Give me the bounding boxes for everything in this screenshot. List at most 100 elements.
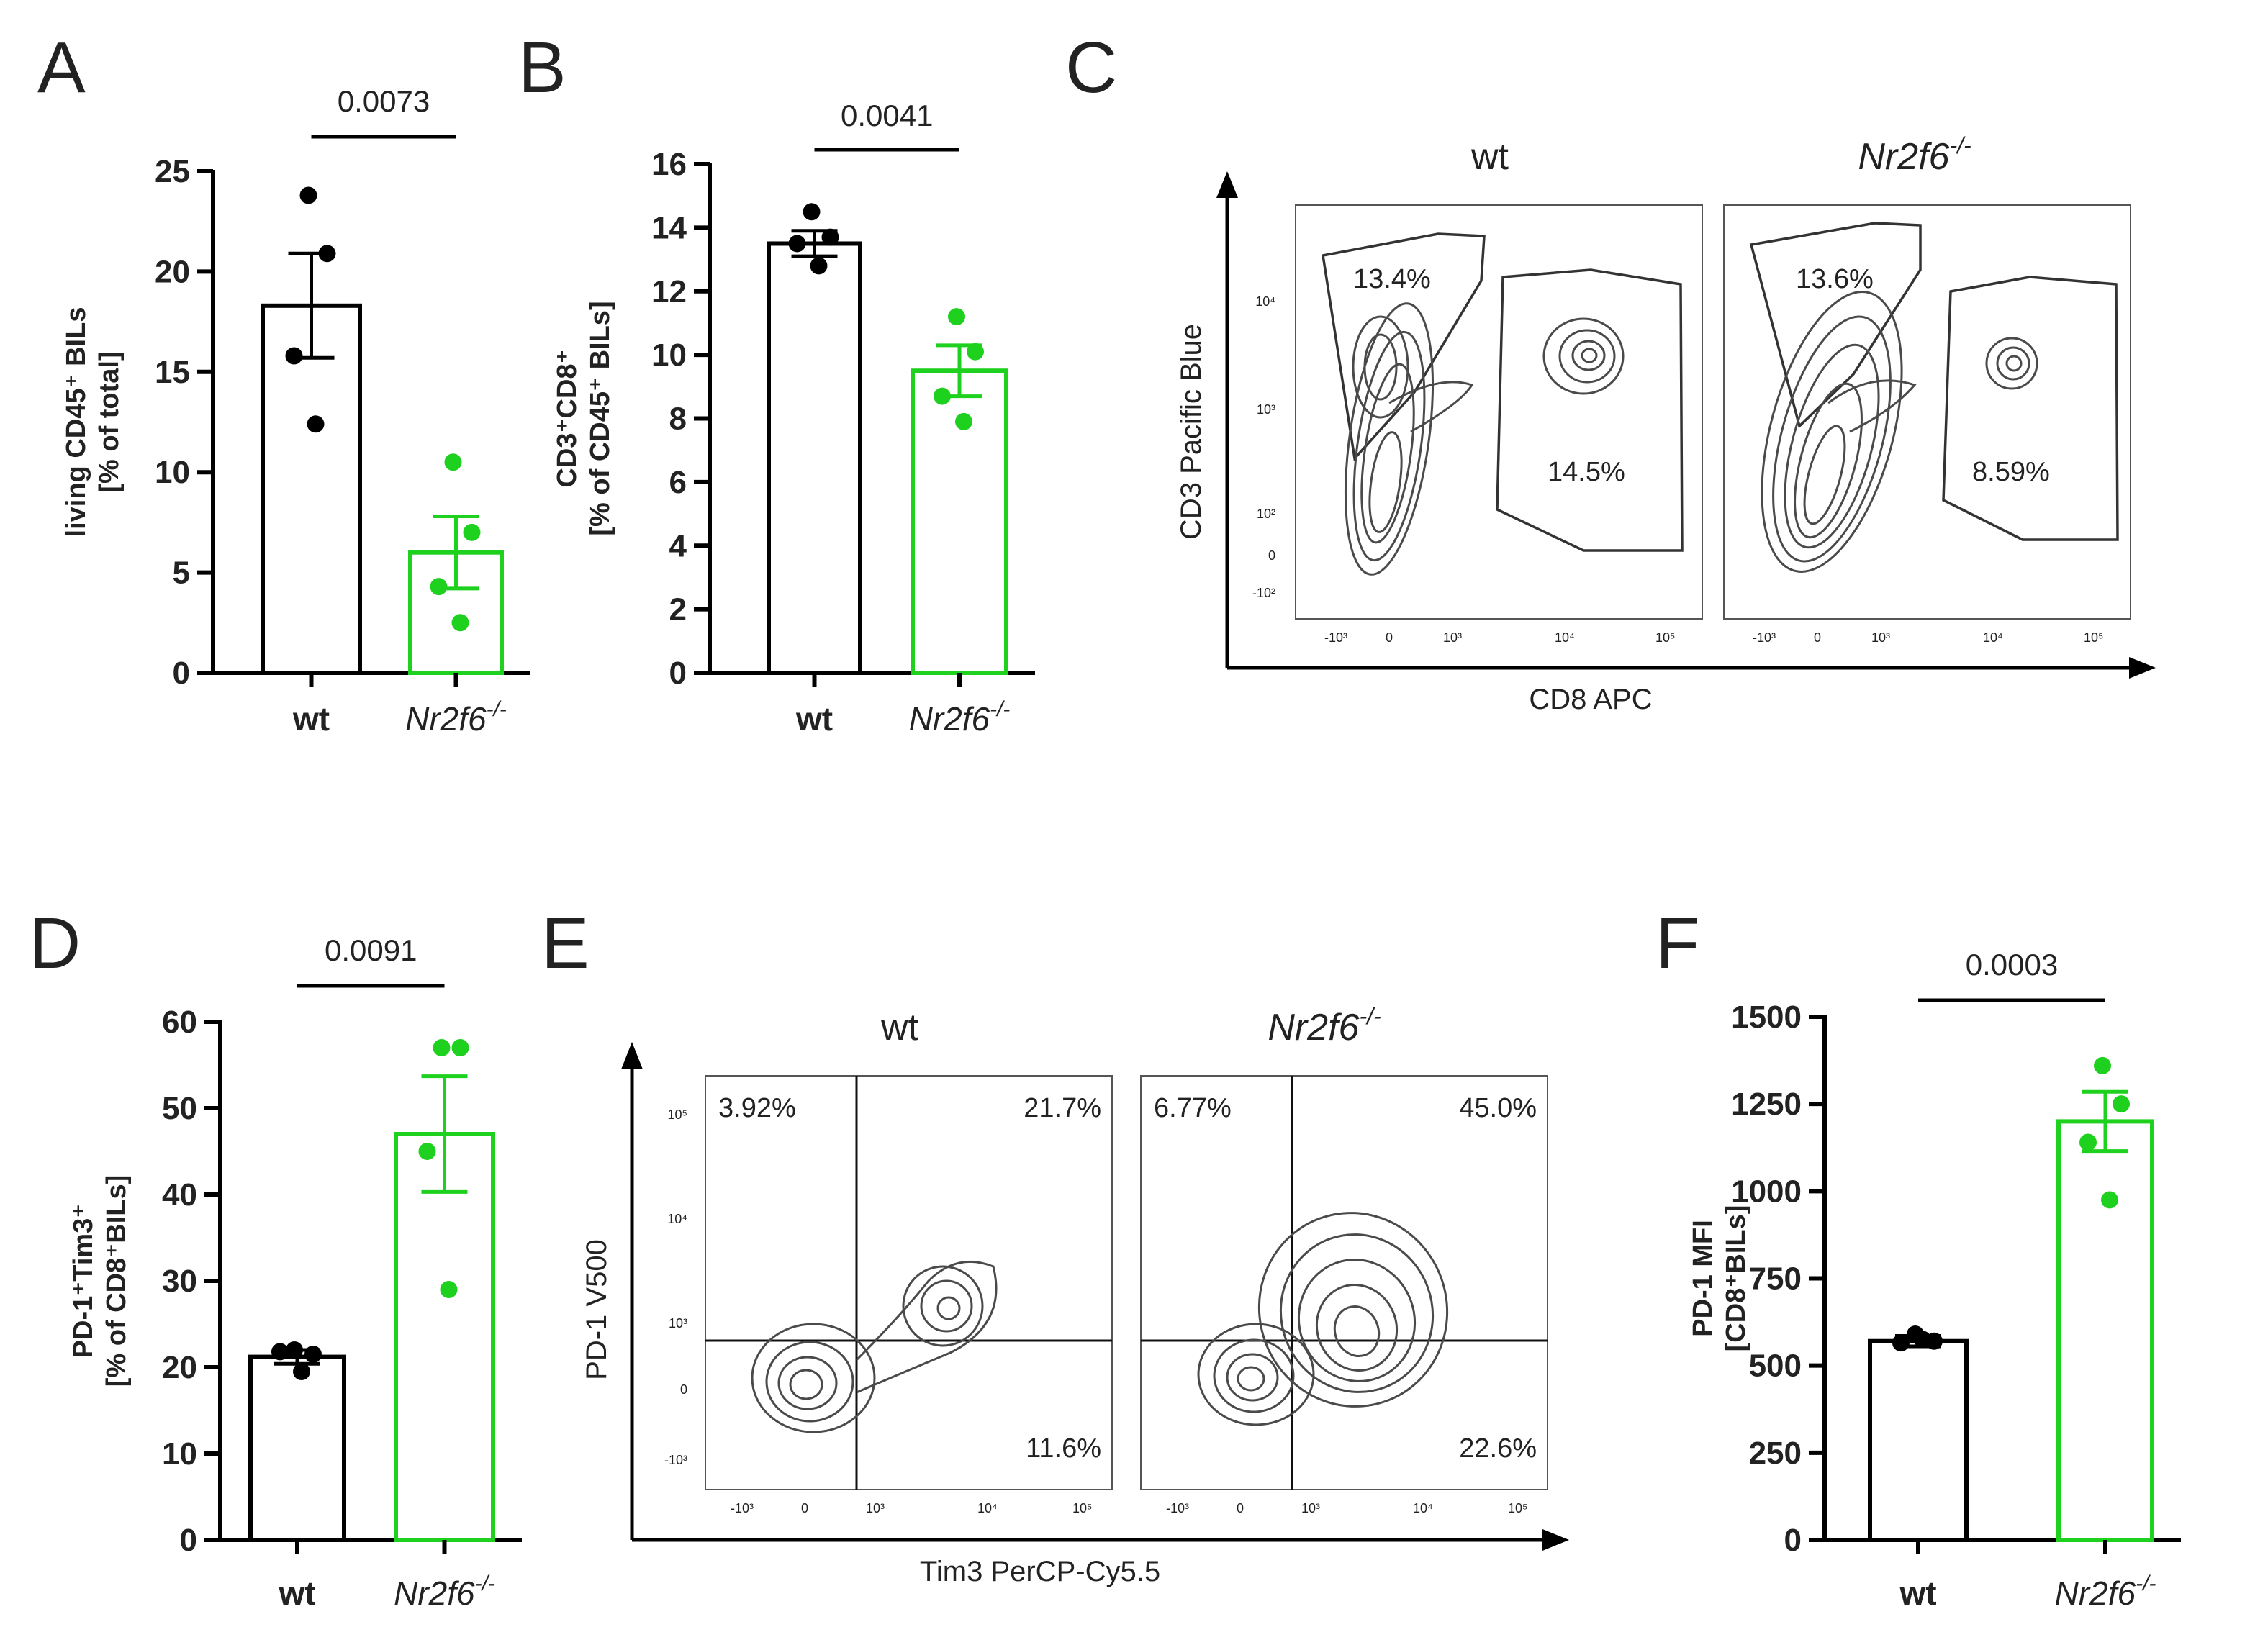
pvalue-label: 0.0073 [338, 84, 430, 118]
bar-ko [2056, 1119, 2154, 1542]
y-axis-label: [% of CD45⁺ BILs] [585, 301, 615, 535]
flow-c-plot-ko [1723, 204, 2131, 620]
category-label-ko-name: Nr2f6 [394, 1574, 475, 1612]
pvalue-label: 0.0091 [325, 933, 417, 967]
flow-c-pct-cd3-ko: 13.6% [1796, 264, 1874, 294]
category-label-ko: Nr2f6-/- [2055, 1572, 2156, 1612]
category-label-wt: wt [1899, 1574, 1936, 1612]
flow-e-y-arrowhead [621, 1042, 643, 1069]
bar-wt [767, 241, 862, 675]
data-point [451, 614, 469, 632]
flow-c-ytick: 10⁴ [1255, 294, 1275, 309]
flow-e-x-ticks-wt: -10³ 0 10³ 10⁴ 10⁵ [731, 1501, 1092, 1515]
flow-c-title-wt: wt [1470, 136, 1509, 178]
category-label-ko-name: Nr2f6 [405, 700, 487, 738]
flow-panel-c: CD8 APC CD3 Pacific Blue wt Nr2f6-/- 10⁴… [1175, 132, 2156, 715]
y-tick-label: 16 [651, 147, 687, 182]
flow-e-y-ticks: 10⁵ 10⁴ 10³ 0 -10³ [664, 1107, 687, 1467]
category-label-ko: Nr2f6-/- [394, 1572, 495, 1612]
flow-e-ylabel: PD-1 V500 [581, 1239, 613, 1380]
flow-c-title-ko-name: Nr2f6 [1858, 136, 1949, 178]
y-tick-label: 15 [155, 355, 190, 390]
data-point [463, 523, 481, 541]
flow-c-xtick: 0 [1814, 630, 1821, 645]
flow-e-xtick: 10⁵ [1072, 1501, 1092, 1515]
flow-e-pct-lr-wt: 11.6% [1026, 1433, 1101, 1464]
flow-e-x-arrowhead [1542, 1529, 1569, 1551]
y-axis-label: PD-1 MFI [1688, 1220, 1718, 1337]
flow-e-xtick: 0 [1237, 1501, 1244, 1515]
flow-e-xtick: 10³ [866, 1501, 885, 1515]
data-point [2094, 1056, 2111, 1074]
flow-c-contours-ko [1761, 291, 2038, 573]
flow-c-ylabel: CD3 Pacific Blue [1175, 324, 1207, 540]
data-point [788, 235, 806, 253]
y-tick-label: 40 [162, 1177, 197, 1213]
flow-e-title-wt: wt [880, 1007, 919, 1048]
data-point [418, 1143, 436, 1160]
y-axis-label: [% of total] [94, 351, 125, 492]
flow-c-xtick: -10³ [1753, 630, 1776, 645]
flow-c-gate-cd3-wt [1322, 232, 1486, 461]
data-point [803, 203, 821, 221]
y-tick-label: 25 [155, 154, 190, 189]
flow-e-xtick: 10⁵ [1508, 1501, 1527, 1515]
y-tick-label: 250 [1749, 1436, 1802, 1471]
data-point [299, 186, 317, 204]
pvalue-label: 0.0041 [841, 99, 933, 132]
y-tick-label: 0 [1784, 1523, 1802, 1558]
flow-e-ytick: 10³ [669, 1316, 687, 1331]
flow-c-x-ticks-wt: -10³ 0 10³ 10⁴ 10⁵ [1324, 630, 1675, 645]
flow-c-xtick: -10³ [1324, 630, 1347, 645]
y-tick-label: 4 [669, 528, 687, 563]
panel-letter-e: E [541, 903, 589, 984]
flow-e-ytick: 10⁴ [667, 1212, 687, 1226]
flow-c-contours-wt [1344, 302, 1625, 576]
category-label-ko-name: Nr2f6 [909, 700, 990, 738]
y-tick-label: 12 [651, 274, 687, 309]
data-point [2079, 1133, 2097, 1151]
y-tick-label: 10 [651, 337, 687, 373]
flow-c-gate-cd8-wt [1496, 268, 1684, 552]
flow-e-xtick: -10³ [1166, 1501, 1189, 1515]
panel-letter-d: D [29, 903, 81, 984]
flow-c-xtick: 10⁵ [1655, 630, 1675, 645]
y-tick-label: 10 [162, 1436, 197, 1472]
flow-c-pct-cd8-wt: 14.5% [1548, 457, 1625, 487]
flow-e-ytick: -10³ [664, 1453, 687, 1467]
flow-c-ytick: 0 [1268, 548, 1275, 563]
category-label-wt: wt [278, 1574, 315, 1612]
category-label-wt: wt [292, 700, 330, 738]
category-label-ko-name: Nr2f6 [2055, 1574, 2136, 1612]
flow-c-y-ticks: 10⁴ 10³ 10² 0 -10² [1252, 294, 1275, 600]
y-tick-label: 30 [162, 1264, 197, 1299]
flow-c-xtick: 10⁵ [2084, 630, 2103, 645]
y-axis-label: [CD8⁺BILs] [1721, 1205, 1751, 1352]
data-point [2113, 1095, 2130, 1113]
category-label-ko-superscript: -/- [2136, 1572, 2156, 1595]
data-point [286, 1341, 303, 1359]
y-tick-label: 1500 [1731, 1000, 1802, 1035]
data-point [1914, 1331, 1931, 1349]
data-point [318, 245, 336, 263]
y-tick-label: 2 [669, 592, 687, 627]
y-axis-label: CD3⁺CD8⁺ [552, 349, 582, 487]
flow-c-xtick: 10³ [1443, 630, 1462, 645]
flow-panel-e: Tim3 PerCP-Cy5.5 PD-1 V500 wt Nr2f6-/- 1… [581, 1003, 1569, 1587]
y-tick-label: 750 [1749, 1261, 1802, 1297]
category-label-ko: Nr2f6-/- [405, 697, 507, 738]
data-point [444, 453, 462, 471]
flow-e-x-ticks-ko: -10³ 0 10³ 10⁴ 10⁵ [1166, 1501, 1527, 1515]
flow-e-xtick: 0 [801, 1501, 808, 1515]
flow-c-y-arrowhead [1216, 171, 1238, 198]
category-label-ko-superscript: -/- [475, 1572, 495, 1595]
flow-c-xlabel: CD8 APC [1529, 684, 1652, 715]
flow-e-xtick: 10⁴ [1413, 1501, 1433, 1515]
flow-c-pct-cd3-wt: 13.4% [1353, 264, 1431, 294]
bar-wt [248, 1354, 346, 1542]
y-tick-label: 0 [180, 1523, 197, 1558]
data-point [451, 1039, 469, 1056]
flow-c-gate-cd8-ko [1942, 276, 2119, 541]
flow-c-xtick: 10⁴ [1555, 630, 1575, 645]
